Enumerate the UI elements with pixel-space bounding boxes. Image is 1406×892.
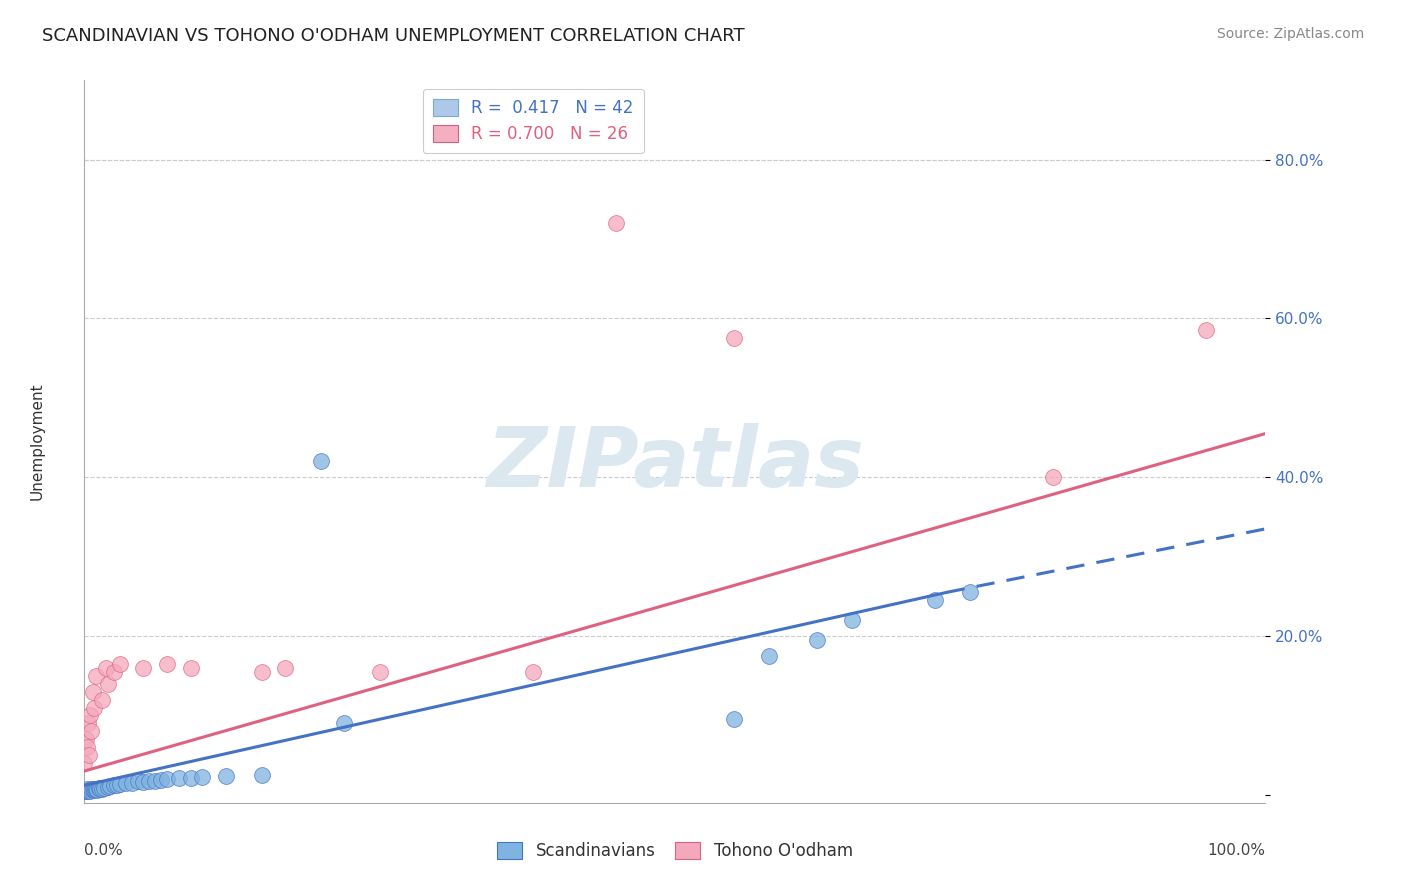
- Point: [75, 784, 97, 798]
- Point: [80, 724, 103, 739]
- Point: [77, 784, 100, 798]
- Point: [83, 700, 105, 714]
- Text: Unemployment: Unemployment: [30, 383, 45, 500]
- Point: [1042, 470, 1064, 484]
- Point: [108, 777, 131, 791]
- Point: [77, 783, 100, 797]
- Text: 100.0%: 100.0%: [1208, 843, 1265, 857]
- Text: Source: ZipAtlas.com: Source: ZipAtlas.com: [1216, 27, 1364, 41]
- Point: [127, 774, 149, 789]
- Point: [83, 783, 105, 797]
- Point: [107, 778, 129, 792]
- Point: [250, 665, 273, 679]
- Point: [180, 661, 202, 675]
- Point: [522, 665, 544, 679]
- Text: ZIPatlas: ZIPatlas: [486, 423, 863, 504]
- Point: [959, 585, 981, 599]
- Point: [132, 775, 155, 789]
- Point: [309, 454, 332, 468]
- Point: [167, 771, 190, 785]
- Point: [138, 773, 160, 788]
- Point: [108, 657, 131, 671]
- Point: [76, 782, 98, 797]
- Point: [91, 692, 114, 706]
- Point: [103, 665, 125, 679]
- Point: [93, 780, 115, 795]
- Point: [723, 713, 745, 727]
- Point: [84, 782, 107, 797]
- Point: [80, 782, 103, 797]
- Point: [82, 684, 104, 698]
- Text: 0.0%: 0.0%: [84, 843, 124, 857]
- Legend: Scandinavians, Tohono O'odham: Scandinavians, Tohono O'odham: [491, 835, 859, 867]
- Point: [86, 783, 108, 797]
- Point: [132, 661, 155, 675]
- Point: [806, 633, 828, 648]
- Point: [89, 782, 111, 797]
- Point: [84, 781, 107, 796]
- Point: [79, 784, 101, 798]
- Point: [150, 772, 173, 787]
- Point: [333, 716, 356, 731]
- Point: [368, 665, 391, 679]
- Point: [215, 769, 238, 783]
- Point: [73, 784, 96, 798]
- Point: [250, 768, 273, 782]
- Point: [191, 770, 214, 784]
- Point: [758, 648, 780, 663]
- Point: [156, 657, 179, 671]
- Point: [114, 776, 136, 790]
- Point: [121, 776, 143, 790]
- Point: [82, 781, 104, 796]
- Point: [79, 708, 101, 723]
- Text: SCANDINAVIAN VS TOHONO O'ODHAM UNEMPLOYMENT CORRELATION CHART: SCANDINAVIAN VS TOHONO O'ODHAM UNEMPLOYM…: [42, 27, 745, 45]
- Point: [87, 780, 110, 795]
- Point: [73, 756, 96, 770]
- Point: [84, 669, 107, 683]
- Point: [156, 772, 179, 786]
- Point: [924, 593, 946, 607]
- Point: [1195, 323, 1218, 337]
- Point: [180, 771, 202, 785]
- Point: [77, 748, 100, 763]
- Point: [841, 613, 863, 627]
- Point: [723, 331, 745, 345]
- Point: [94, 661, 117, 675]
- Point: [103, 778, 125, 792]
- Point: [76, 740, 98, 755]
- Point: [98, 779, 121, 793]
- Point: [143, 773, 166, 788]
- Point: [605, 216, 627, 230]
- Point: [97, 780, 120, 794]
- Point: [274, 661, 297, 675]
- Point: [75, 732, 97, 747]
- Point: [97, 676, 120, 690]
- Point: [91, 781, 114, 796]
- Point: [77, 716, 100, 731]
